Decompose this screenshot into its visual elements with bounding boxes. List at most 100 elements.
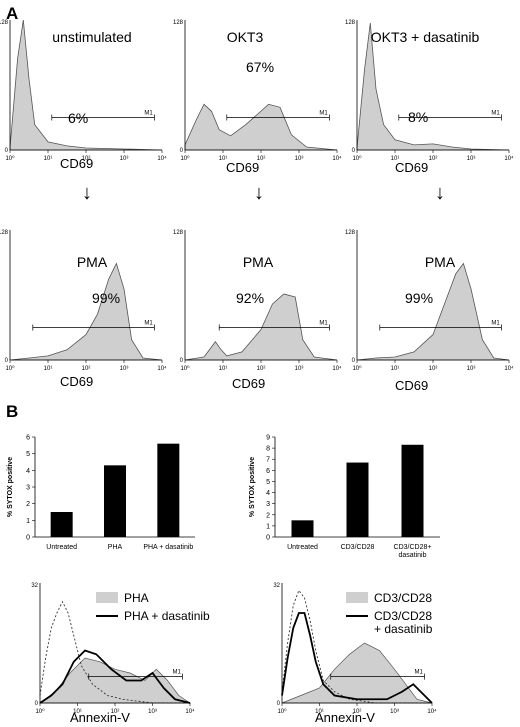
arrow-down-icon: ↓ — [254, 182, 264, 204]
h5-gate-label: M1 — [319, 321, 328, 327]
bar2-ylabel: % SYTOX positive — [249, 457, 256, 517]
h3-x-tick-label: 10² — [429, 156, 438, 162]
h2-title: OKT3 — [227, 29, 264, 45]
h2-y-tick-label: 128 — [173, 20, 184, 26]
ann1-legend-swatch-shaded — [96, 592, 118, 603]
bar2-y-tick-label: 6 — [266, 468, 270, 475]
h4-histogram — [9, 262, 163, 361]
h5-x-tick-label: 10¹ — [219, 366, 228, 372]
ann1-gate-label: M1 — [173, 670, 182, 676]
ann2-dashed-histogram — [281, 589, 432, 704]
h2-x-tick-label: 10⁰ — [180, 155, 190, 162]
bar2-y-tick-label: 4 — [266, 490, 270, 497]
h4-percent-label: 99% — [92, 290, 120, 306]
bar2-bar — [346, 462, 369, 537]
h1-x-tick-label: 10³ — [120, 156, 129, 162]
bar2-bar — [291, 520, 314, 537]
bar1-y-tick-label: 6 — [26, 435, 30, 442]
ann1-y-tick-label: 0 — [35, 701, 39, 707]
bar2-y-tick-label: 5 — [266, 479, 270, 486]
ann1-x-tick-label: 10¹ — [73, 709, 82, 715]
bar1-y-tick-label: 5 — [26, 451, 30, 458]
h1-x-tick-label: 10² — [82, 156, 91, 162]
bar1-y-tick-label: 0 — [26, 535, 30, 542]
arrow-down-icon: ↓ — [82, 182, 92, 204]
ann2-black-histogram — [281, 612, 433, 704]
ann2-legend-label: CD3/CD28 — [374, 609, 432, 623]
h6-percent-label: 99% — [405, 290, 433, 306]
h4-gate-label: M1 — [144, 321, 153, 327]
h4-title: PMA — [77, 254, 108, 270]
h2-x-tick-label: 10⁴ — [332, 155, 342, 162]
h1-percent-label: 6% — [68, 110, 88, 126]
h3-histogram — [356, 22, 510, 151]
bar1-y-tick-label: 4 — [26, 468, 30, 475]
h6-x-tick-label: 10⁴ — [504, 365, 514, 372]
h4-x-tick-label: 10¹ — [44, 366, 53, 372]
ann1-x-tick-label: 10² — [111, 709, 120, 715]
h3-x-tick-label: 10³ — [467, 156, 476, 162]
bar1-category-label: Untreated — [46, 544, 77, 551]
bar1-bar — [157, 443, 180, 537]
bar1-ylabel: % SYTOX positive — [7, 457, 14, 517]
h5-title: PMA — [243, 254, 274, 270]
h4-x-tick-label: 10³ — [120, 366, 129, 372]
bar2-y-tick-label: 0 — [266, 535, 270, 542]
h6-x-tick-label: 10³ — [467, 366, 476, 372]
h1-y-tick-label: 0 — [5, 148, 9, 154]
h1-histogram — [9, 19, 163, 151]
h6-x-tick-label: 10⁰ — [352, 365, 362, 372]
h2-percent-label: 67% — [246, 59, 274, 75]
ann2-legend-label: + dasatinib — [374, 622, 433, 636]
h3-gate-label: M1 — [491, 111, 500, 117]
h2-histogram — [184, 103, 338, 151]
ann1-black-histogram — [39, 649, 191, 704]
h3-title: OKT3 + dasatinib — [371, 29, 480, 45]
panel-b-letter: B — [6, 402, 19, 421]
h2-x-tick-label: 10² — [257, 156, 266, 162]
bar1-y-tick-label: 2 — [26, 501, 30, 508]
bar1-category-label: PHA — [108, 544, 123, 551]
bar2-y-tick-label: 9 — [266, 435, 270, 442]
bar2-category-label: Untreated — [287, 544, 318, 551]
ann1-dashed-histogram — [39, 600, 190, 704]
bar2-category-label: CD3/CD28 — [341, 544, 375, 551]
h1-title: unstimulated — [52, 29, 131, 45]
h1-x-tick-label: 10¹ — [44, 156, 53, 162]
ann2-xlabel: Annexin-V — [315, 710, 375, 725]
bar1-bar — [104, 465, 126, 537]
h4-y-tick-label: 0 — [5, 358, 9, 364]
h2-xlabel: CD69 — [226, 160, 259, 175]
h3-x-tick-label: 10¹ — [391, 156, 400, 162]
bar2-category-label: dasatinib — [398, 552, 426, 559]
ann2-x-tick-label: 10⁰ — [277, 708, 287, 715]
ann2-x-tick-label: 10¹ — [315, 709, 324, 715]
h2-x-tick-label: 10¹ — [219, 156, 228, 162]
bar1-y-tick-label: 3 — [26, 485, 30, 492]
ann2-x-tick-label: 10⁴ — [427, 708, 437, 715]
h6-y-tick-label: 128 — [345, 230, 356, 236]
h4-xlabel: CD69 — [60, 374, 93, 389]
h3-y-tick-label: 0 — [352, 148, 356, 154]
h5-y-tick-label: 128 — [173, 230, 184, 236]
ann1-legend-label: PHA + dasatinib — [124, 609, 210, 623]
h1-gate-label: M1 — [144, 111, 153, 117]
h6-x-tick-label: 10² — [429, 366, 438, 372]
h4-x-tick-label: 10⁰ — [5, 365, 15, 372]
h3-y-tick-label: 128 — [345, 20, 356, 26]
panel-a-letter: A — [6, 4, 19, 23]
ann2-legend-swatch-shaded — [346, 592, 368, 603]
ann2-y-tick-label: 32 — [273, 583, 280, 589]
bar1-bar — [50, 512, 73, 537]
bar2-y-tick-label: 3 — [266, 501, 270, 508]
ann1-x-tick-label: 10⁰ — [35, 708, 45, 715]
bar2-y-tick-label: 8 — [266, 446, 270, 453]
h4-y-tick-label: 128 — [0, 230, 9, 236]
ann2-legend-label: CD3/CD28 — [374, 591, 432, 605]
ann2-gate-label: M1 — [415, 670, 424, 676]
h5-x-tick-label: 10⁰ — [180, 365, 190, 372]
h2-x-tick-label: 10³ — [295, 156, 304, 162]
ann1-xlabel: Annexin-V — [70, 710, 130, 725]
h2-gate-label: M1 — [319, 111, 328, 117]
bar2-y-tick-label: 2 — [266, 512, 270, 519]
